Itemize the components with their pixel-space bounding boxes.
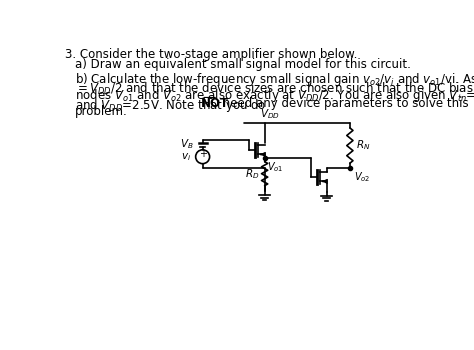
Text: nodes $V_{o1}$ and $V_{o2}$ are also exactly at $V_{DD}/2$. You are also given $: nodes $V_{o1}$ and $V_{o2}$ are also exa…: [75, 88, 474, 106]
Text: $V_{o2}$: $V_{o2}$: [354, 170, 370, 184]
Text: a) Draw an equivalent small signal model for this circuit.: a) Draw an equivalent small signal model…: [75, 58, 410, 71]
Text: NOT: NOT: [201, 97, 229, 110]
Text: $V_B$: $V_B$: [180, 138, 193, 151]
Text: need any device parameters to solve this: need any device parameters to solve this: [219, 97, 468, 110]
Text: $R_D$: $R_D$: [245, 167, 259, 181]
Text: $= V_{DD}/2$ and that the device sizes are chosen such that the DC bias points o: $= V_{DD}/2$ and that the device sizes a…: [75, 80, 474, 97]
Text: $V_{o1}$: $V_{o1}$: [267, 161, 283, 174]
Text: $R_N$: $R_N$: [356, 139, 371, 153]
Text: and $V_{DD}$=2.5V. Note that you do: and $V_{DD}$=2.5V. Note that you do: [75, 97, 267, 114]
Text: problem.: problem.: [75, 105, 128, 118]
Text: $v_i$: $v_i$: [181, 151, 191, 163]
Text: +: +: [199, 149, 207, 159]
Text: 3. Consider the two-stage amplifier shown below.: 3. Consider the two-stage amplifier show…: [65, 48, 358, 61]
Text: $V_{DD}$: $V_{DD}$: [260, 107, 280, 120]
Text: b) Calculate the low-frequency small signal gain $v_{o2}/v_i$ and $v_{o1}$/vi. A: b) Calculate the low-frequency small sig…: [75, 71, 474, 88]
